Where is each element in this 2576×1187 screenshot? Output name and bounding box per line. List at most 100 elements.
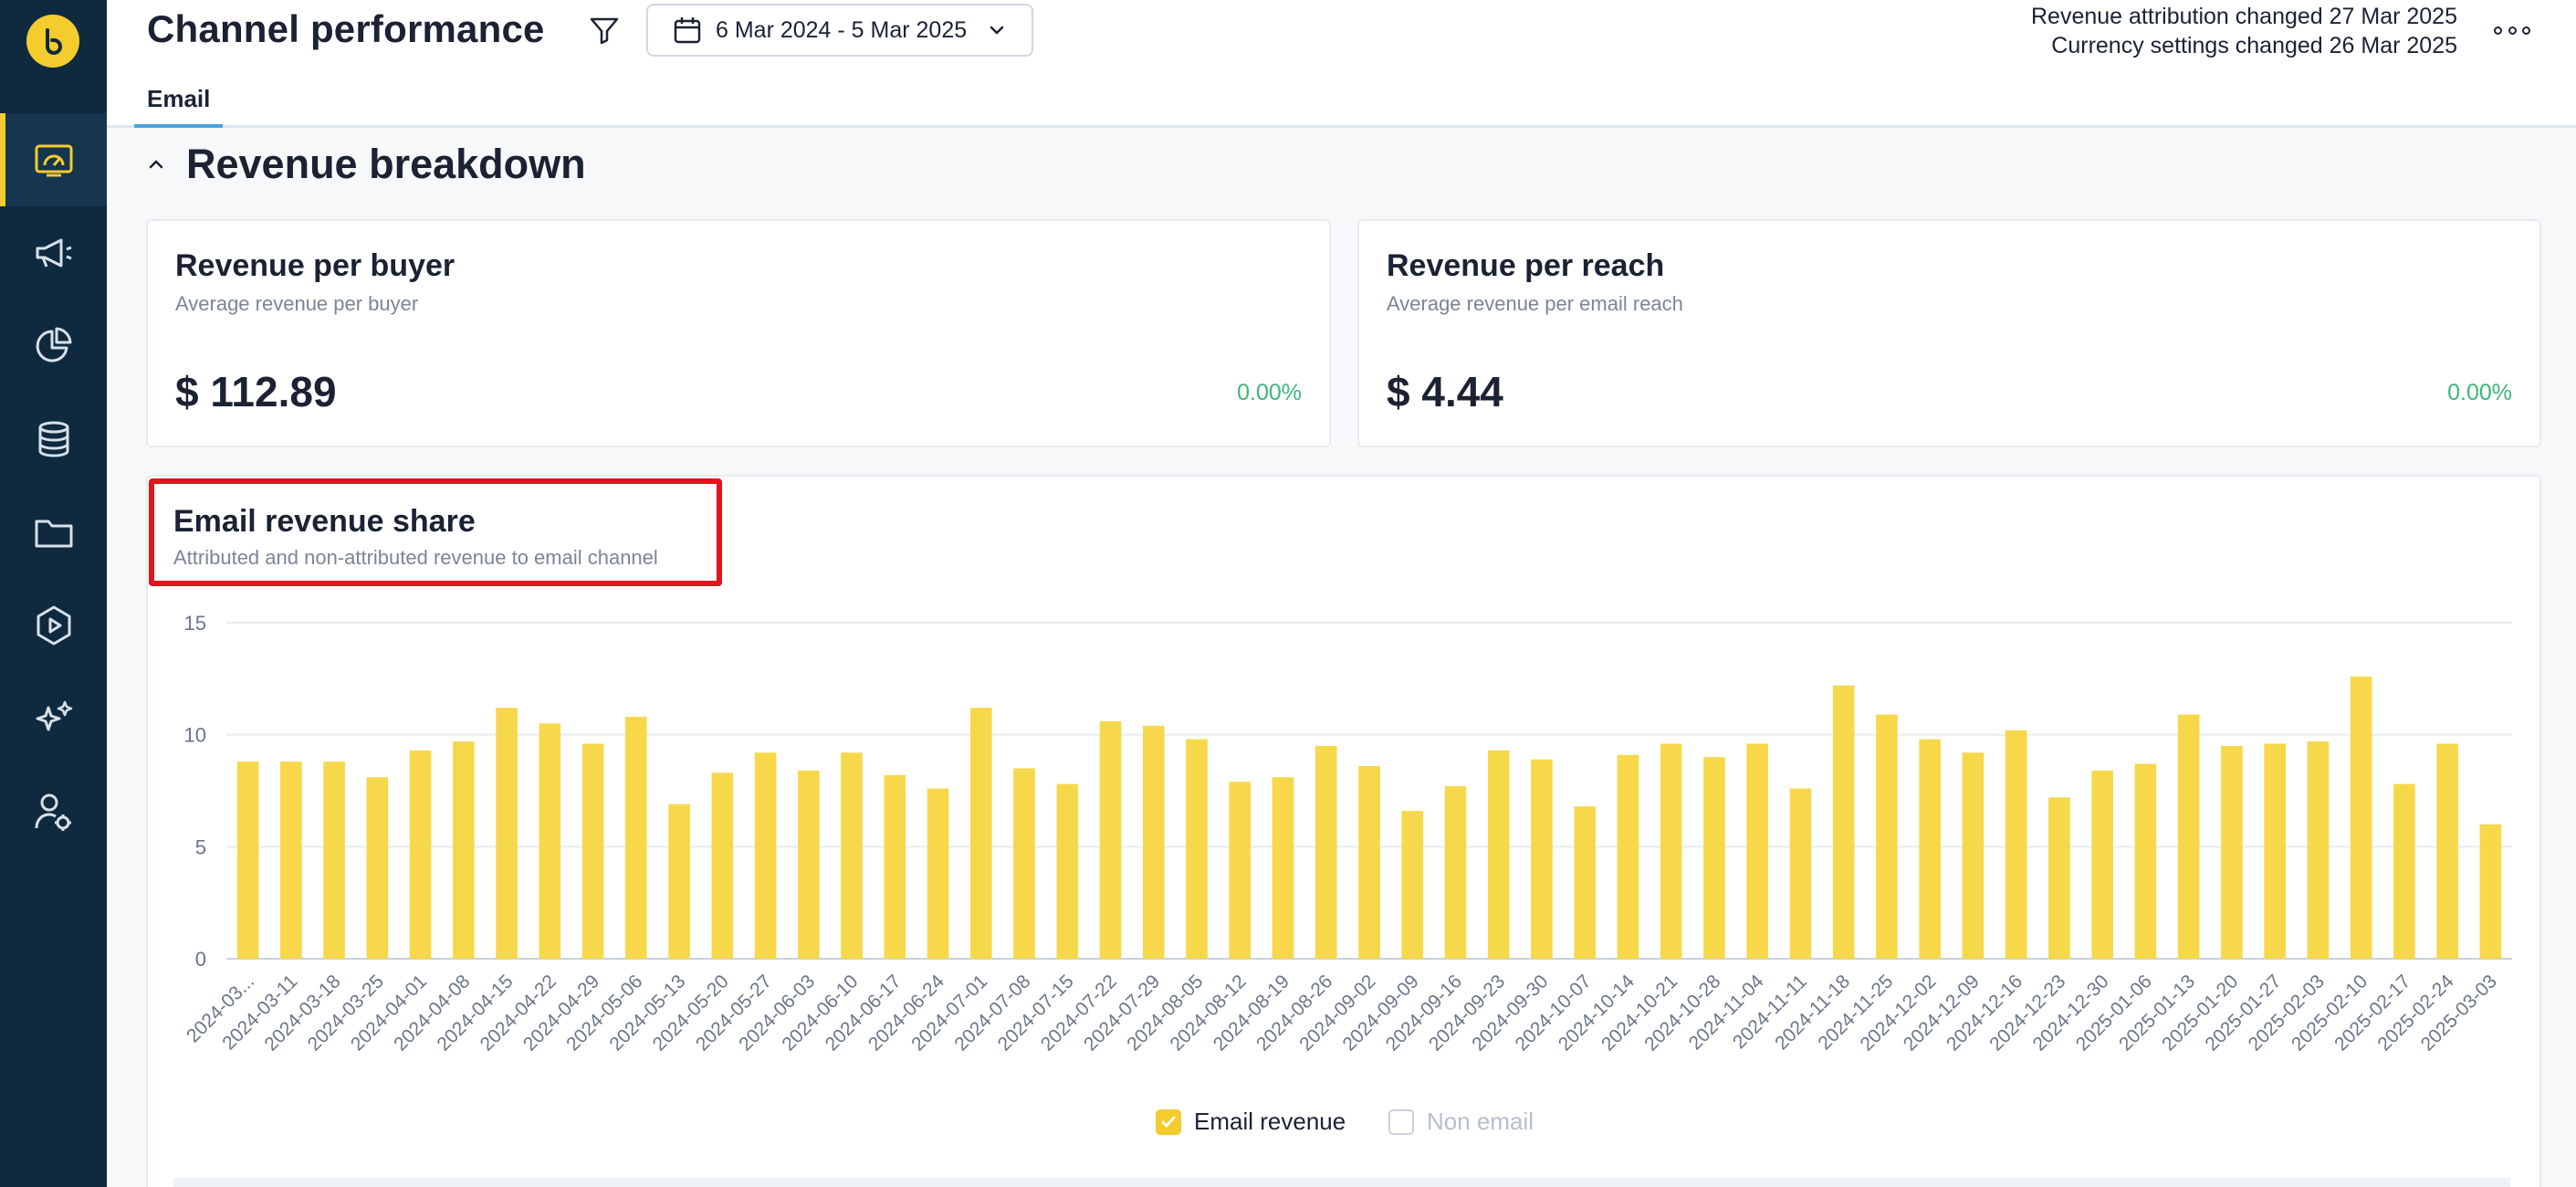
chart-bar[interactable] — [496, 708, 518, 959]
sidebar-item-account[interactable] — [0, 765, 107, 858]
chart-bar[interactable] — [236, 762, 259, 959]
chart-bar[interactable] — [453, 741, 475, 959]
page-header: Channel performance 6 Mar 2024 - 5 Mar 2… — [107, 0, 2576, 128]
chart-bar[interactable] — [1531, 759, 1553, 959]
date-range-picker[interactable]: 6 Mar 2024 - 5 Mar 2025 — [646, 4, 1033, 57]
chart-bar[interactable] — [1099, 720, 1122, 959]
chart-bar[interactable] — [927, 788, 949, 959]
tab-email[interactable]: Email — [134, 79, 224, 128]
chart-bar[interactable] — [711, 772, 734, 959]
y-tick-label: 5 — [195, 835, 206, 858]
revenue-bar-chart: 0510152024-03...2024-03-112024-03-182024… — [183, 612, 2512, 1055]
highlight-box — [149, 478, 722, 586]
chart-bar[interactable] — [2350, 676, 2372, 959]
chart-bar[interactable] — [581, 743, 604, 959]
chart-bar[interactable] — [2393, 783, 2415, 959]
sidebar — [0, 0, 107, 1187]
chart-bar[interactable] — [1272, 777, 1294, 959]
card-subtitle: Average revenue per email reach — [1387, 292, 1683, 315]
legend-non-email[interactable]: Non email — [1388, 1108, 1534, 1136]
logo-icon — [46, 28, 62, 55]
chart-bar[interactable] — [1876, 714, 1898, 959]
chart-bar[interactable] — [1962, 752, 1984, 959]
chart-bar[interactable] — [2048, 797, 2070, 959]
chart-bar[interactable] — [1919, 739, 1941, 959]
chart-bar[interactable] — [1186, 739, 1208, 959]
chart-bar[interactable] — [884, 774, 906, 959]
chart-bar[interactable] — [2436, 743, 2458, 959]
chart-bar[interactable] — [1056, 783, 1079, 959]
chart-bar[interactable] — [539, 723, 561, 959]
sidebar-item-automation[interactable] — [0, 579, 107, 672]
chart-bar[interactable] — [754, 752, 777, 959]
chart-bar[interactable] — [1142, 725, 1165, 959]
card-value: $ 4.44 — [1387, 368, 1503, 415]
chart-bar[interactable] — [1013, 768, 1035, 959]
chart-bar[interactable] — [1487, 750, 1510, 959]
chart-bar[interactable] — [668, 804, 690, 959]
section-header[interactable]: Revenue breakdown — [146, 141, 586, 188]
sparkles-icon — [36, 700, 72, 731]
database-icon — [38, 421, 68, 457]
more-options-button[interactable] — [2494, 16, 2530, 44]
chart-bar[interactable] — [1660, 743, 1682, 959]
card-subtitle: Average revenue per buyer — [175, 292, 419, 315]
card-title: Revenue per buyer — [175, 248, 456, 283]
sidebar-item-dashboard[interactable] — [0, 113, 107, 206]
chart-bar[interactable] — [1746, 743, 1769, 959]
chart-bar[interactable] — [2177, 714, 2200, 959]
card-title: Revenue per reach — [1387, 248, 1665, 283]
chart-bar[interactable] — [2479, 824, 2502, 959]
chart-title: Email revenue share — [173, 504, 476, 539]
chart-bar[interactable] — [969, 708, 992, 959]
notice-attribution: Revenue attribution changed 27 Mar 2025 — [2031, 4, 2457, 29]
chart-bar[interactable] — [1314, 745, 1337, 959]
legend-label: Non email — [1427, 1108, 1534, 1135]
chevron-down-icon — [990, 26, 1004, 35]
chart-bar[interactable] — [1444, 786, 1467, 959]
checkbox-checked-icon — [1156, 1108, 1181, 1135]
chart-bar[interactable] — [798, 770, 820, 959]
notice-currency: Currency settings changed 26 Mar 2025 — [2051, 33, 2457, 58]
sidebar-item-data[interactable] — [0, 393, 107, 486]
legend-email-revenue[interactable]: Email revenue — [1156, 1108, 1346, 1136]
chart-bar[interactable] — [409, 750, 432, 959]
brand-logo[interactable] — [26, 15, 79, 68]
sidebar-item-campaigns[interactable] — [0, 206, 107, 299]
chart-bar[interactable] — [323, 762, 345, 959]
chart-bar[interactable] — [1703, 757, 1725, 959]
y-tick-label: 10 — [184, 724, 206, 747]
chart-bar[interactable] — [1832, 685, 1855, 959]
chart-bar[interactable] — [2221, 745, 2243, 959]
filter-icon[interactable] — [588, 14, 621, 47]
chart-bar[interactable] — [2134, 763, 2157, 959]
card-change: 0.00% — [2447, 380, 2512, 405]
sidebar-item-analytics[interactable] — [0, 299, 107, 393]
chart-bar[interactable] — [2091, 770, 2113, 959]
sidebar-item-files[interactable] — [0, 486, 107, 579]
chart-bar[interactable] — [1358, 766, 1380, 959]
chart-bar[interactable] — [1574, 806, 1597, 959]
user-settings-icon — [35, 793, 71, 831]
chart-bar[interactable] — [2307, 741, 2330, 959]
chart-bar[interactable] — [280, 762, 302, 959]
page-title: Channel performance — [147, 7, 545, 50]
chart-bar[interactable] — [1617, 754, 1639, 959]
folder-icon — [35, 520, 72, 548]
chart-bar[interactable] — [2264, 743, 2286, 959]
chart-bar[interactable] — [1789, 788, 1812, 959]
kpi-card-revenue-per-reach: Revenue per reach Average revenue per em… — [1357, 219, 2541, 447]
dot-icon — [2494, 26, 2502, 35]
chart-bar[interactable] — [1401, 811, 1424, 959]
chart-bar[interactable] — [841, 752, 863, 959]
legend-label: Email revenue — [1194, 1108, 1346, 1135]
card-value: $ 112.89 — [175, 368, 337, 415]
dot-icon — [2522, 26, 2530, 35]
chart-bar[interactable] — [366, 777, 389, 959]
checkbox-unchecked-icon — [1388, 1108, 1414, 1135]
chart-bar[interactable] — [1229, 782, 1251, 959]
chart-bar[interactable] — [2005, 730, 2027, 959]
sidebar-item-ai[interactable] — [0, 672, 107, 765]
chart-bar[interactable] — [625, 717, 647, 959]
chevron-up-icon — [149, 160, 163, 169]
